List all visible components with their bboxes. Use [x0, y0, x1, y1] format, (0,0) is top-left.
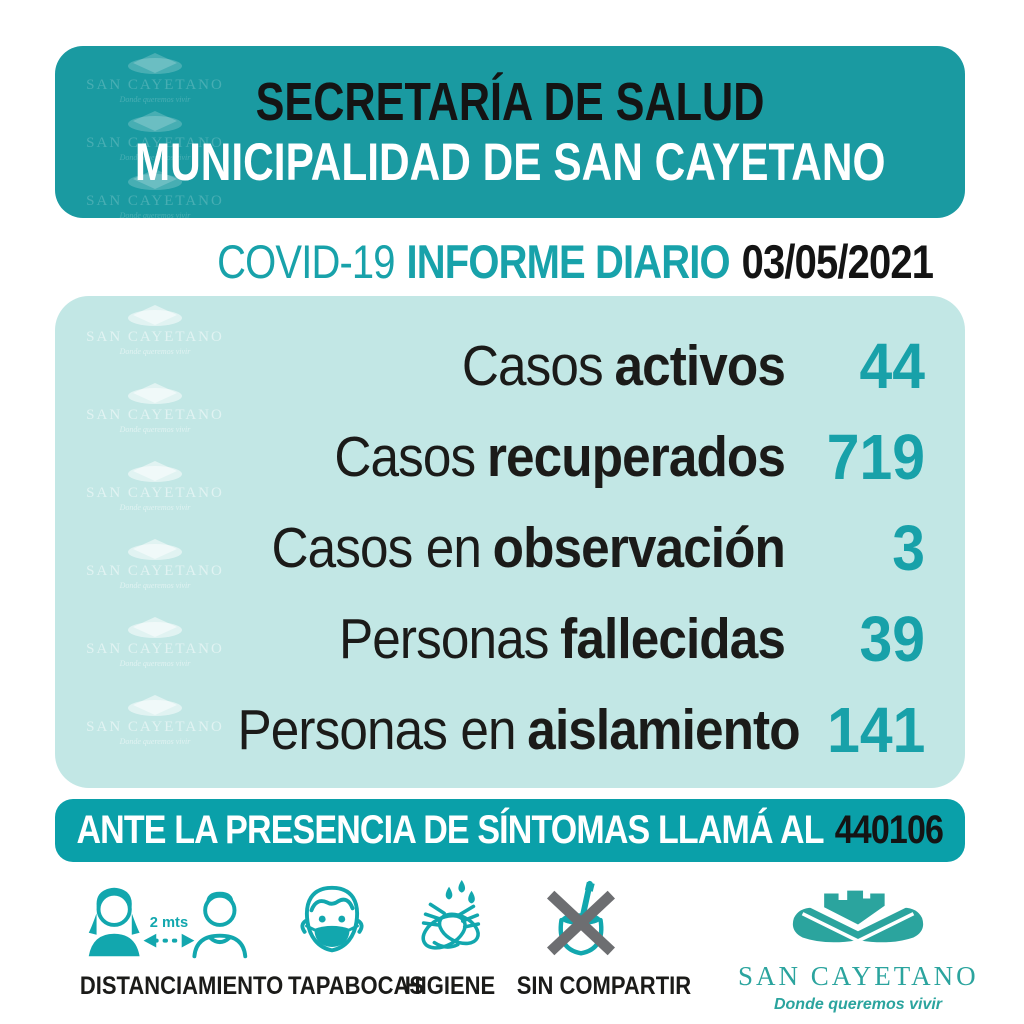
- stat-row-casos-observacion: Casos en observación 3: [175, 502, 925, 593]
- svg-text:2 mts: 2 mts: [150, 915, 188, 931]
- stats-panel: SAN CAYETANO Donde queremos vivir SAN CA…: [55, 296, 965, 788]
- hand-washing-icon: [421, 879, 481, 950]
- header-card: SAN CAYETANO Donde queremos vivir SAN CA…: [55, 46, 965, 218]
- header-title: SECRETARÍA DE SALUD: [255, 72, 765, 132]
- stat-label: Personas en aislamiento: [237, 697, 800, 762]
- guideline-label: HIGIENE: [404, 972, 496, 1000]
- stat-value: 3: [892, 511, 925, 584]
- logo-tagline: Donde queremos vivir: [773, 996, 943, 1013]
- face-mask-icon: [300, 885, 364, 953]
- san-cayetano-logo-mark-icon: [792, 890, 924, 944]
- stat-row-casos-recuperados: Casos recuperados 719: [175, 411, 925, 502]
- stat-value: 719: [826, 420, 925, 493]
- stat-value: 44: [859, 329, 925, 402]
- hotline-message: ANTE LA PRESENCIA DE SÍNTOMAS LLAMÁ AL: [76, 808, 825, 852]
- guideline-sin-compartir: SIN COMPARTIR: [508, 878, 692, 1001]
- svg-text:SAN CAYETANO: SAN CAYETANO: [86, 77, 224, 93]
- report-title: INFORME DIARIO: [406, 235, 730, 288]
- stat-label: Casos activos: [461, 333, 786, 398]
- municipal-logo: SAN CAYETANO Donde queremos vivir: [738, 882, 978, 1014]
- stat-row-casos-activos: Casos activos 44: [175, 320, 925, 411]
- guideline-label: TAPABOCAS: [288, 972, 425, 1000]
- svg-text:Donde queremos vivir: Donde queremos vivir: [119, 95, 192, 104]
- hotline-bar: ANTE LA PRESENCIA DE SÍNTOMAS LLAMÁ AL 44…: [55, 799, 965, 862]
- guideline-label: DISTANCIAMIENTO: [79, 972, 284, 1000]
- guideline-distanciamiento: 2 mts DISTANCIAMIENTO: [68, 878, 284, 1001]
- svg-text:SAN CAYETANO: SAN CAYETANO: [86, 193, 224, 209]
- stat-value: 141: [826, 693, 925, 766]
- guideline-label: SIN COMPARTIR: [516, 972, 692, 1000]
- san-cayetano-watermark-icon: SAN CAYETANO Donde queremos vivir: [86, 53, 224, 104]
- logo-name: SAN CAYETANO: [738, 961, 979, 991]
- svg-text:Donde queremos vivir: Donde queremos vivir: [119, 211, 192, 218]
- covid-label: COVID-19: [217, 235, 395, 288]
- report-date: 03/05/2021: [741, 235, 934, 288]
- stat-label: Casos en observación: [271, 515, 785, 580]
- social-distance-icon: 2 mts: [88, 887, 248, 959]
- report-date-line: COVID-19 INFORME DIARIO 03/05/2021: [126, 232, 1024, 292]
- guideline-higiene: HIGIENE: [398, 878, 502, 1001]
- stat-value: 39: [859, 602, 925, 675]
- stat-row-personas-fallecidas: Personas fallecidas 39: [175, 593, 925, 684]
- stat-row-personas-aislamiento: Personas en aislamiento 141: [175, 684, 925, 775]
- stat-label: Personas fallecidas: [338, 606, 786, 671]
- guideline-tapabocas: TAPABOCAS: [282, 878, 425, 1001]
- no-sharing-mate-icon: [546, 880, 616, 956]
- header-subtitle: MUNICIPALIDAD DE SAN CAYETANO: [134, 133, 886, 192]
- stat-label: Casos recuperados: [334, 424, 786, 489]
- hotline-phone: 440106: [834, 808, 944, 852]
